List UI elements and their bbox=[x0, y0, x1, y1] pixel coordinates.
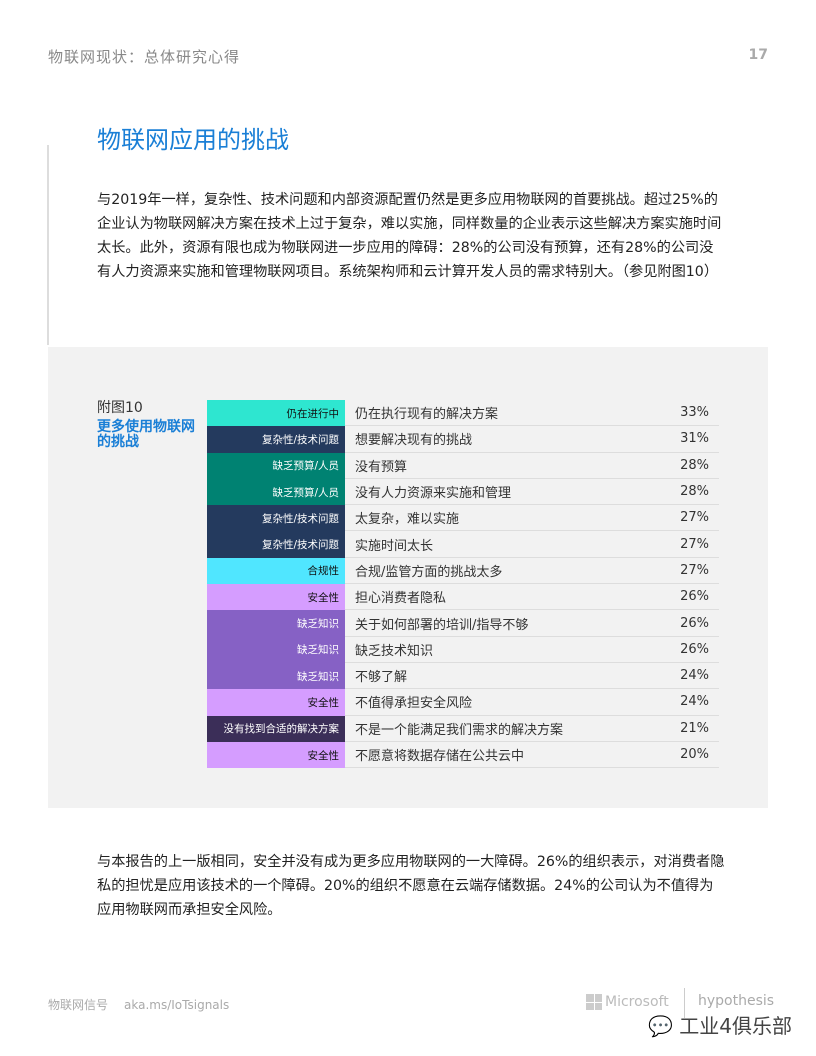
watermark: 💬 工业4俱乐部 bbox=[648, 1010, 792, 1039]
table-row: 缺乏知识 关于如何部署的培训/指导不够 26% bbox=[207, 610, 719, 637]
percent-value: 27% bbox=[649, 558, 719, 585]
table-row: 复杂性/技术问题 实施时间太长 27% bbox=[207, 531, 719, 558]
category-tag: 缺乏知识 bbox=[207, 636, 345, 663]
challenge-label: 没有预算 bbox=[345, 453, 649, 479]
challenge-label: 缺乏技术知识 bbox=[345, 637, 649, 663]
windows-logo-icon bbox=[586, 994, 602, 1010]
footer: 物联网信号 aka.ms/IoTsignals bbox=[48, 996, 245, 1013]
challenge-label: 合规/监管方面的挑战太多 bbox=[345, 558, 649, 585]
table-row: 缺乏预算/人员 没有人力资源来实施和管理 28% bbox=[207, 478, 719, 506]
table-row: 没有找到合适的解决方案 不是一个能满足我们需求的解决方案 21% bbox=[207, 715, 719, 742]
hypothesis-logo: hypothesis bbox=[698, 993, 775, 1009]
percent-value: 31% bbox=[649, 426, 719, 453]
challenge-label: 不值得承担安全风险 bbox=[345, 689, 649, 716]
category-tag: 缺乏知识 bbox=[207, 610, 345, 637]
percent-value: 28% bbox=[649, 453, 719, 479]
challenge-label: 不是一个能满足我们需求的解决方案 bbox=[345, 716, 649, 742]
percent-value: 24% bbox=[649, 689, 719, 716]
figure-title: 更多使用物联网的挑战 bbox=[97, 419, 195, 450]
category-tag: 缺乏预算/人员 bbox=[207, 452, 345, 479]
microsoft-text: Microsoft bbox=[605, 994, 669, 1010]
page-title: 物联网应用的挑战 bbox=[97, 126, 289, 154]
table-row: 仍在进行中 仍在执行现有的解决方案 33% bbox=[207, 400, 719, 427]
percent-value: 26% bbox=[649, 637, 719, 663]
percent-value: 26% bbox=[649, 610, 719, 637]
running-header: 物联网现状：总体研究心得 bbox=[48, 48, 241, 66]
category-tag: 复杂性/技术问题 bbox=[207, 531, 345, 558]
challenge-table: 仍在进行中 仍在执行现有的解决方案 33% 复杂性/技术问题 想要解决现有的挑战 31% 缺… bbox=[207, 400, 719, 769]
table-row: 缺乏知识 缺乏技术知识 26% bbox=[207, 636, 719, 663]
challenge-label: 不愿意将数据存储在公共云中 bbox=[345, 742, 649, 769]
challenge-label: 不够了解 bbox=[345, 663, 649, 690]
table-row: 复杂性/技术问题 太复杂，难以实施 27% bbox=[207, 505, 719, 532]
outro-paragraph: 与本报告的上一版相同，安全并没有成为更多应用物联网的一大障碍。26%的组织表示，… bbox=[97, 854, 725, 918]
challenge-label: 没有人力资源来实施和管理 bbox=[345, 479, 649, 506]
percent-value: 27% bbox=[649, 531, 719, 558]
category-tag: 复杂性/技术问题 bbox=[207, 426, 345, 453]
challenge-label: 想要解决现有的挑战 bbox=[345, 426, 649, 453]
category-tag: 仍在进行中 bbox=[207, 400, 345, 427]
challenge-label: 仍在执行现有的解决方案 bbox=[345, 400, 649, 427]
figure-panel bbox=[48, 347, 768, 808]
percent-value: 20% bbox=[649, 742, 719, 769]
category-tag: 没有找到合适的解决方案 bbox=[207, 715, 345, 742]
page-number: 17 bbox=[748, 47, 768, 63]
figure-number: 附图10 bbox=[97, 400, 143, 416]
table-row: 合规性 合规/监管方面的挑战太多 27% bbox=[207, 557, 719, 585]
watermark-text: 工业4俱乐部 bbox=[679, 1014, 792, 1038]
challenge-label: 实施时间太长 bbox=[345, 531, 649, 558]
divider bbox=[47, 145, 49, 345]
table-row: 安全性 不愿意将数据存储在公共云中 20% bbox=[207, 741, 719, 769]
category-tag: 缺乏预算/人员 bbox=[207, 478, 345, 506]
percent-value: 24% bbox=[649, 663, 719, 690]
table-row: 安全性 不值得承担安全风险 24% bbox=[207, 689, 719, 716]
challenge-label: 关于如何部署的培训/指导不够 bbox=[345, 610, 649, 637]
category-tag: 合规性 bbox=[207, 557, 345, 585]
table-row: 缺乏知识 不够了解 24% bbox=[207, 662, 719, 690]
challenge-label: 太复杂，难以实施 bbox=[345, 505, 649, 532]
category-tag: 安全性 bbox=[207, 689, 345, 716]
percent-value: 21% bbox=[649, 716, 719, 742]
footer-link[interactable]: aka.ms/IoTsignals bbox=[124, 998, 230, 1012]
table-row: 安全性 担心消费者隐私 26% bbox=[207, 584, 719, 611]
microsoft-logo: Microsoft bbox=[586, 994, 669, 1010]
wechat-icon: 💬 bbox=[648, 1014, 673, 1038]
logo-divider bbox=[684, 988, 685, 1018]
table-row: 复杂性/技术问题 想要解决现有的挑战 31% bbox=[207, 426, 719, 453]
table-row: 缺乏预算/人员 没有预算 28% bbox=[207, 452, 719, 479]
percent-value: 26% bbox=[649, 584, 719, 611]
percent-value: 28% bbox=[649, 479, 719, 506]
category-tag: 安全性 bbox=[207, 584, 345, 611]
challenge-label: 担心消费者隐私 bbox=[345, 584, 649, 611]
footer-name: 物联网信号 bbox=[48, 998, 109, 1012]
category-tag: 复杂性/技术问题 bbox=[207, 505, 345, 532]
intro-paragraph: 与2019年一样，复杂性、技术问题和内部资源配置仍然是更多应用物联网的首要挑战。… bbox=[97, 192, 722, 280]
percent-value: 33% bbox=[649, 400, 719, 427]
percent-value: 27% bbox=[649, 505, 719, 532]
category-tag: 安全性 bbox=[207, 741, 345, 769]
category-tag: 缺乏知识 bbox=[207, 662, 345, 690]
